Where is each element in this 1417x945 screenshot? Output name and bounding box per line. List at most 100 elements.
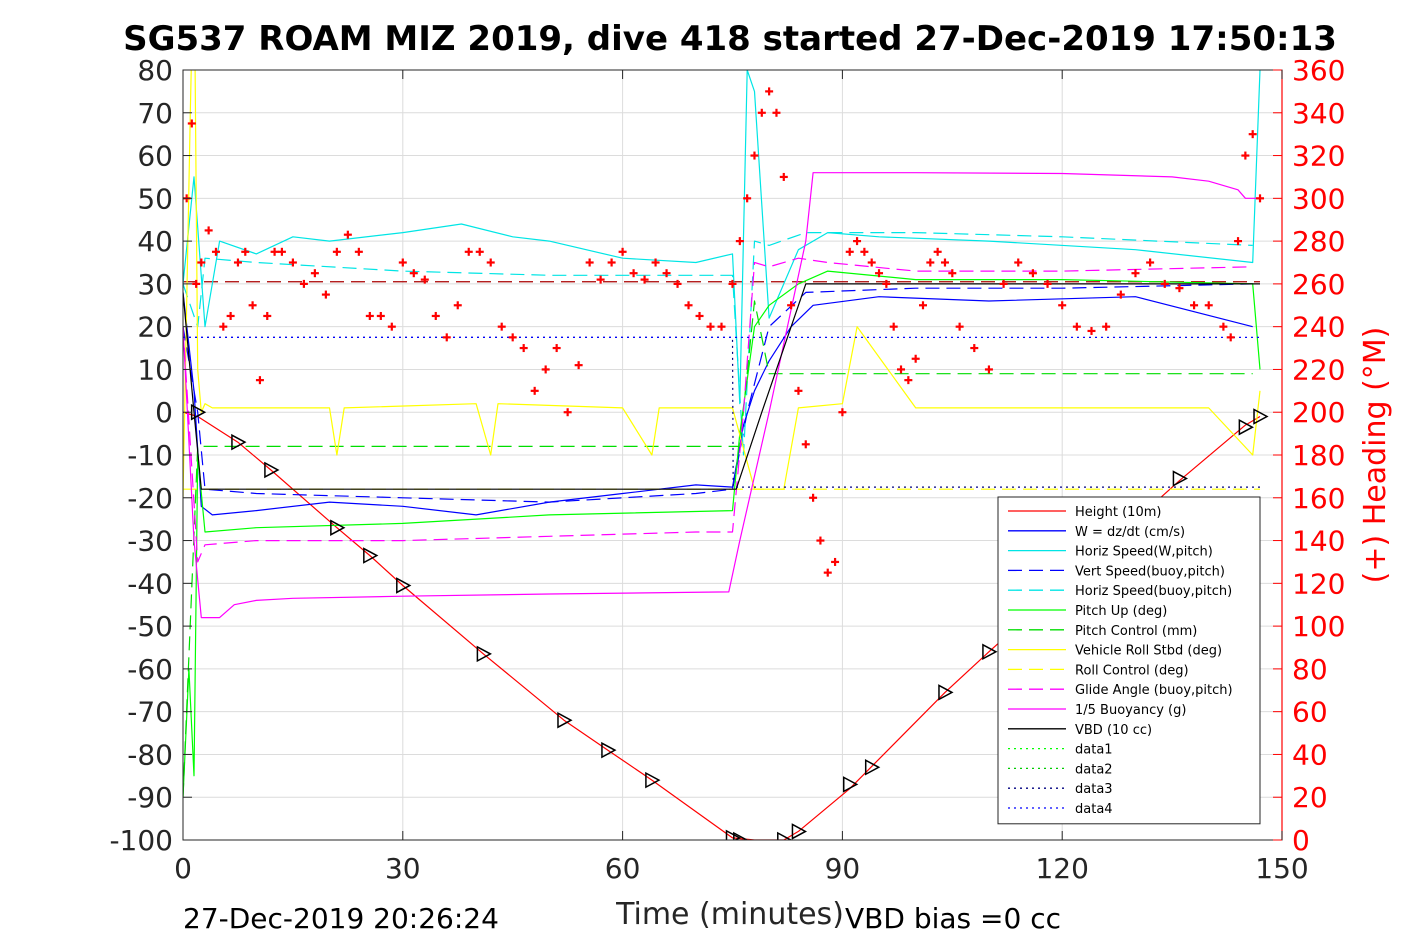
heading-mark: [717, 322, 726, 331]
heading-mark: [486, 258, 495, 267]
heading-mark: [343, 230, 352, 239]
heading-mark: [197, 258, 206, 267]
heading-mark: [831, 557, 840, 566]
y2-tick-label: 280: [1292, 225, 1345, 258]
y-tick-label: -90: [127, 781, 173, 814]
heading-mark: [574, 361, 583, 370]
legend-label: data3: [1075, 782, 1113, 797]
heading-mark: [1219, 322, 1228, 331]
marks-layer: [183, 87, 1269, 840]
heading-mark: [409, 269, 418, 278]
y2-tick-label: 260: [1292, 268, 1345, 301]
heading-mark: [1102, 322, 1111, 331]
heading-mark: [618, 247, 627, 256]
y-tick-label: -10: [127, 439, 173, 472]
heading-mark: [270, 247, 279, 256]
y2-tick-label: 200: [1292, 396, 1345, 429]
heading-mark: [541, 365, 550, 374]
legend-label: Horiz Speed(buoy,pitch): [1075, 584, 1232, 599]
y2-tick-label: 240: [1292, 311, 1345, 344]
heading-mark: [875, 269, 884, 278]
series-line: [183, 292, 1253, 516]
y-tick-label: 0: [155, 396, 173, 429]
heading-mark: [809, 493, 818, 502]
heading-mark: [376, 311, 385, 320]
heading-mark: [706, 322, 715, 331]
x-tick-label: 0: [174, 852, 192, 885]
heading-mark: [772, 108, 781, 117]
heading-mark: [263, 311, 272, 320]
heading-mark: [651, 258, 660, 267]
heading-mark: [398, 258, 407, 267]
y-tick-label: -40: [127, 567, 173, 600]
heading-mark: [596, 275, 605, 284]
y2-tick-label: 20: [1292, 781, 1328, 814]
y-tick-label: 20: [137, 311, 173, 344]
legend-label: W = dz/dt (cm/s): [1075, 525, 1185, 540]
heading-mark: [1248, 130, 1257, 139]
triangle-mark: [1238, 418, 1254, 436]
triangle-mark: [476, 645, 492, 663]
series-line: [183, 283, 1253, 503]
heading-mark: [984, 365, 993, 374]
heading-mark: [187, 119, 196, 128]
y2-tick-label: 40: [1292, 738, 1328, 771]
legend-box: [997, 496, 1261, 825]
footer-vbd-bias: VBD bias =0 cc: [845, 902, 1061, 935]
heading-mark: [882, 279, 891, 288]
y-tick-label: -60: [127, 653, 173, 686]
triangle-mark: [601, 741, 617, 759]
y2-tick-label: 60: [1292, 696, 1328, 729]
heading-mark: [728, 279, 737, 288]
right-y-axis: 3603403203002802602402202001801601401201…: [1273, 54, 1345, 857]
triangle-mark: [791, 823, 808, 840]
heading-mark: [940, 258, 949, 267]
y2-tick-label: 0: [1292, 824, 1310, 857]
heading-mark: [607, 258, 616, 267]
heading-mark: [735, 237, 744, 246]
heading-mark: [464, 247, 473, 256]
heading-mark: [918, 301, 927, 310]
y-tick-label: 80: [137, 54, 173, 87]
legend-label: Pitch Up (deg): [1075, 604, 1167, 619]
triangle-mark: [842, 776, 859, 793]
heading-mark: [233, 258, 242, 267]
heading-mark: [933, 247, 942, 256]
heading-mark: [999, 279, 1008, 288]
y2-tick-label: 320: [1292, 140, 1345, 173]
y2-tick-label: 120: [1292, 567, 1345, 600]
heading-mark: [192, 279, 201, 288]
legend-label: Glide Angle (buoy,pitch): [1075, 683, 1233, 698]
heading-mark: [787, 301, 796, 310]
x-tick-label: 150: [1255, 852, 1308, 885]
heading-mark: [823, 568, 832, 577]
heading-mark: [226, 311, 235, 320]
heading-mark: [387, 322, 396, 331]
heading-mark: [948, 269, 957, 278]
heading-mark: [204, 226, 213, 235]
series-line: [183, 70, 1261, 405]
y-tick-label: 70: [137, 97, 173, 130]
legend-label: Height (10m): [1075, 505, 1161, 520]
triangle-mark: [264, 461, 280, 479]
triangle-mark: [645, 771, 661, 789]
heading-mark: [442, 333, 451, 342]
y2-tick-label: 180: [1292, 439, 1345, 472]
heading-mark: [860, 247, 869, 256]
left-y-axis: 80 70 60 50 40 30 20 10 0 -10 -20 -30 -40 -50 -60 -70 -8…: [109, 54, 192, 857]
heading-mark: [1175, 284, 1184, 293]
heading-mark: [1058, 301, 1067, 310]
heading-mark: [1226, 333, 1235, 342]
heading-mark: [1241, 151, 1250, 160]
series-layer: [183, 70, 1261, 840]
heading-mark: [453, 301, 462, 310]
y2-tick-label: 160: [1292, 482, 1345, 515]
heading-mark: [801, 440, 810, 449]
heading-mark: [889, 322, 898, 331]
heading-mark: [530, 386, 539, 395]
triangle-mark: [864, 759, 881, 776]
heading-mark: [288, 258, 297, 267]
heading-mark: [1087, 326, 1096, 335]
heading-mark: [662, 269, 671, 278]
